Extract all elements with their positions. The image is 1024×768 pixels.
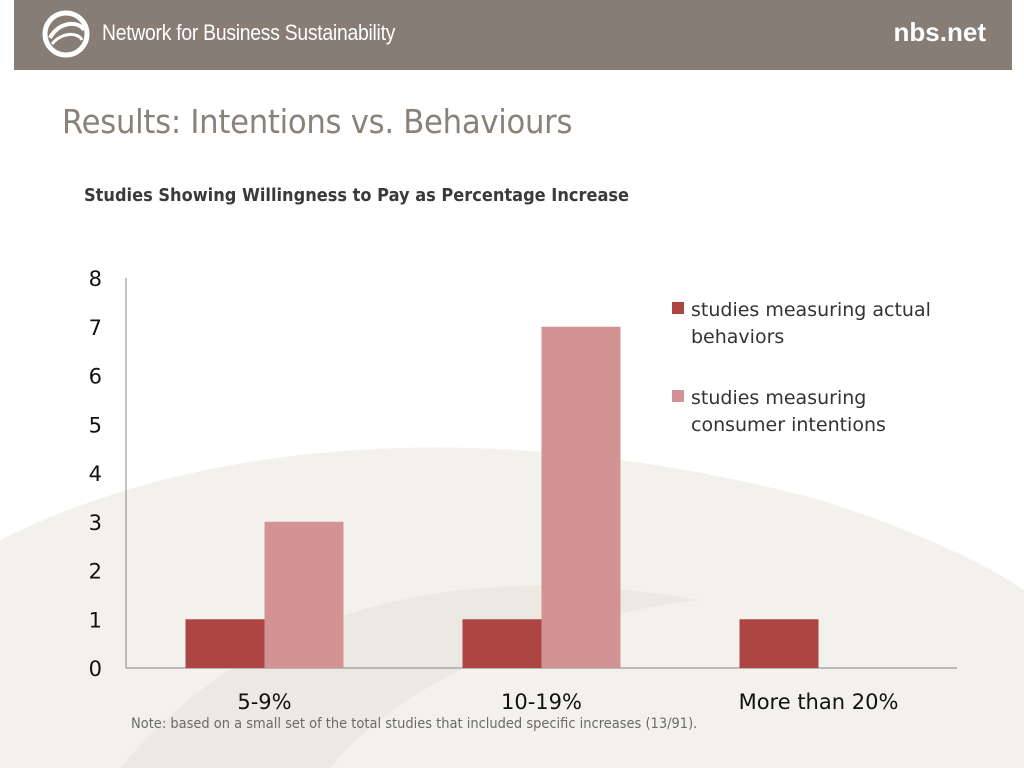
legend-label-1: studies measuring actual behaviors — [691, 299, 931, 348]
chart-title: Studies Showing Willingness to Pay as Pe… — [84, 185, 630, 206]
slide-title: Results: Intentions vs. Behaviours — [62, 102, 573, 141]
y-tick-label: 0 — [89, 657, 102, 681]
y-tick-label: 7 — [89, 316, 102, 340]
bar-series-1 — [739, 619, 819, 668]
header-bar: Network for Business Sustainability nbs.… — [14, 0, 1012, 70]
org-name: Network for Business Sustainability — [102, 20, 396, 45]
chart-legend: studies measuring actual behaviors studies… — [672, 299, 931, 436]
y-tick-label: 8 — [89, 267, 102, 291]
site-url: nbs.net — [893, 17, 986, 47]
legend-label-2: studies measuring consumer intentions — [691, 387, 886, 436]
x-category-label: More than 20% — [739, 690, 899, 714]
footnote: Note: based on a small set of the total … — [131, 716, 698, 732]
legend-swatch-1 — [672, 302, 684, 314]
x-category-label: 5-9% — [237, 690, 291, 714]
y-tick-label: 4 — [89, 462, 102, 486]
legend-swatch-2 — [672, 390, 684, 402]
y-tick-label: 2 — [89, 560, 102, 584]
bar-series-1 — [462, 619, 542, 668]
y-tick-label: 3 — [89, 511, 102, 535]
bar-series-1 — [185, 619, 265, 668]
y-tick-label: 5 — [89, 413, 102, 437]
y-tick-label: 1 — [89, 608, 102, 632]
bar-series-2 — [541, 326, 621, 668]
y-tick-label: 6 — [89, 365, 102, 389]
x-category-label: 10-19% — [501, 690, 582, 714]
y-tick-labels: 0 1 2 3 4 5 6 7 8 — [89, 267, 102, 681]
chart-bars — [185, 326, 819, 668]
nbs-logo-icon — [42, 10, 90, 58]
x-category-labels: 5-9% 10-19% More than 20% — [237, 690, 898, 714]
bar-series-2 — [264, 521, 344, 668]
